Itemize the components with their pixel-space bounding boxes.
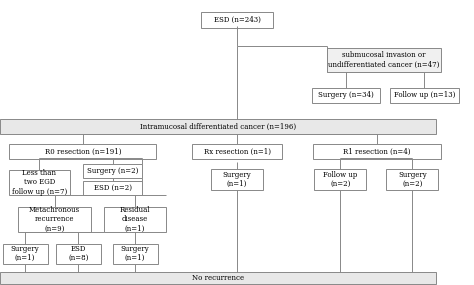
FancyBboxPatch shape <box>201 12 273 28</box>
Text: Residual
disease
(n=1): Residual disease (n=1) <box>120 206 150 233</box>
FancyBboxPatch shape <box>0 272 436 284</box>
Text: Surgery
(n=1): Surgery (n=1) <box>121 245 149 262</box>
Text: Metachronous
recurrence
(n=9): Metachronous recurrence (n=9) <box>29 206 80 233</box>
Text: No recurrence: No recurrence <box>192 274 244 282</box>
FancyBboxPatch shape <box>9 170 70 194</box>
FancyBboxPatch shape <box>83 164 142 178</box>
Text: Surgery
(n=1): Surgery (n=1) <box>11 245 39 262</box>
FancyBboxPatch shape <box>311 88 380 103</box>
FancyBboxPatch shape <box>211 169 263 190</box>
Text: R1 resection (n=4): R1 resection (n=4) <box>343 148 410 156</box>
FancyBboxPatch shape <box>56 244 100 264</box>
Text: Surgery (n=34): Surgery (n=34) <box>318 91 374 99</box>
FancyBboxPatch shape <box>192 144 282 159</box>
Text: Surgery
(n=2): Surgery (n=2) <box>398 171 427 188</box>
FancyBboxPatch shape <box>0 119 436 134</box>
Text: Surgery
(n=1): Surgery (n=1) <box>223 171 251 188</box>
FancyBboxPatch shape <box>386 169 438 190</box>
FancyBboxPatch shape <box>314 169 366 190</box>
Text: Rx resection (n=1): Rx resection (n=1) <box>203 148 271 156</box>
FancyBboxPatch shape <box>390 88 459 103</box>
Text: Surgery (n=2): Surgery (n=2) <box>87 167 138 175</box>
Text: ESD (n=243): ESD (n=243) <box>214 16 260 24</box>
Text: Less than
two EGD
follow up (n=7): Less than two EGD follow up (n=7) <box>12 169 67 196</box>
Text: Follow up (n=13): Follow up (n=13) <box>393 91 455 99</box>
FancyBboxPatch shape <box>112 244 157 264</box>
FancyBboxPatch shape <box>327 48 441 72</box>
FancyBboxPatch shape <box>2 244 47 264</box>
Text: Intramucosal differentiated cancer (n=196): Intramucosal differentiated cancer (n=19… <box>140 123 296 131</box>
Text: R0 resection (n=191): R0 resection (n=191) <box>45 148 121 156</box>
Text: submucosal invasion or
undifferentiated cancer (n=47): submucosal invasion or undifferentiated … <box>328 51 439 68</box>
Text: ESD
(n=8): ESD (n=8) <box>68 245 88 262</box>
FancyBboxPatch shape <box>104 207 166 231</box>
FancyBboxPatch shape <box>18 207 91 231</box>
FancyBboxPatch shape <box>313 144 441 159</box>
FancyBboxPatch shape <box>83 181 142 195</box>
Text: Follow up
(n=2): Follow up (n=2) <box>323 171 357 188</box>
FancyBboxPatch shape <box>9 144 156 159</box>
Text: ESD (n=2): ESD (n=2) <box>94 184 132 192</box>
